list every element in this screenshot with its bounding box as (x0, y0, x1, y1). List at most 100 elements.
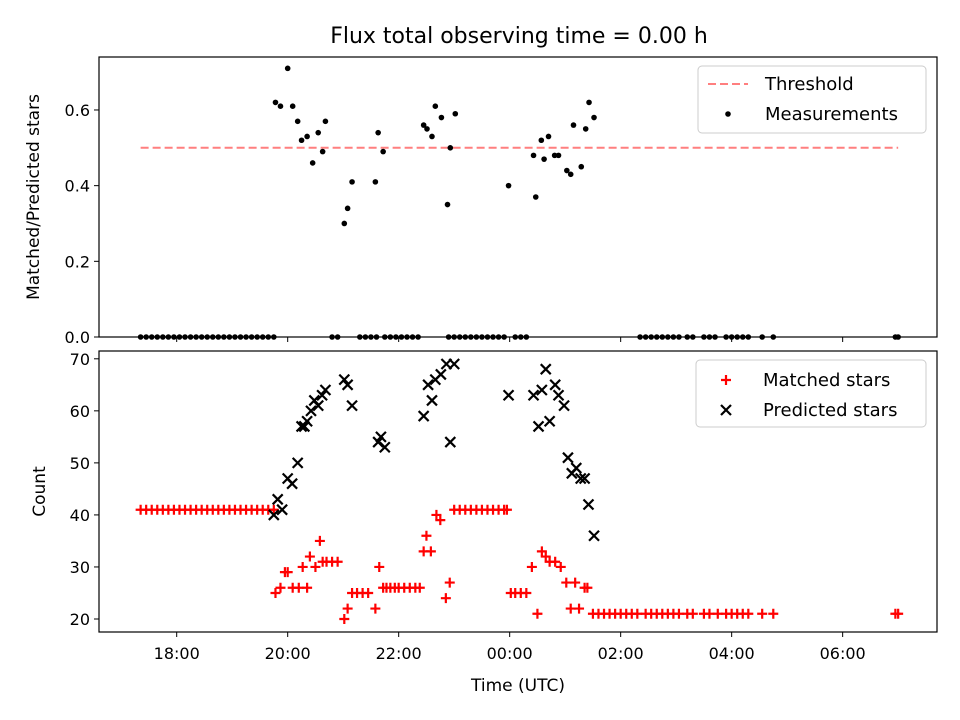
measurement-point (564, 167, 570, 174)
matched-star-point (270, 587, 281, 598)
matched-star-point (342, 603, 353, 614)
predicted-star-point (312, 399, 324, 412)
legend-threshold-label: Threshold (764, 74, 854, 95)
predicted-star-point (346, 399, 358, 412)
predicted-star-point (305, 405, 317, 417)
predicted-star-point (341, 379, 354, 391)
predicted-star-point (539, 363, 552, 375)
predicted-star-point (527, 389, 540, 402)
x-tick-label: 00:00 (487, 644, 533, 663)
matched-star-point (550, 556, 561, 567)
y-tick-label: 0.2 (65, 252, 90, 271)
measurement-point (452, 110, 459, 117)
x-tick-label: 02:00 (598, 644, 644, 663)
y-tick-label: 60 (70, 402, 90, 421)
measurement-point (277, 103, 284, 109)
measurement-point (444, 201, 451, 208)
predicted-star-point (379, 441, 391, 454)
measurement-point (429, 133, 435, 140)
measurement-point (532, 194, 539, 200)
measurement-point (341, 220, 348, 227)
predicted-star-point (574, 472, 587, 485)
predicted-star-point (426, 394, 438, 407)
measurement-point (541, 156, 547, 162)
measurement-point (432, 103, 439, 109)
matched-star-point (314, 535, 325, 546)
matched-star-point (431, 509, 442, 520)
measurement-point (309, 160, 316, 166)
bottom-plot-frame (98, 350, 938, 633)
x-tick-label: 20:00 (265, 644, 311, 663)
predicted-star-point (536, 384, 548, 396)
matched-star-point (268, 504, 279, 515)
measurement-point (304, 133, 310, 140)
matched-star-point (561, 577, 572, 588)
predicted-star-point (316, 389, 328, 402)
legend-matched-label: Matched stars (763, 370, 890, 391)
predicted-star-point (570, 462, 583, 474)
matched-star-point (687, 608, 698, 619)
y-tick-label: 40 (70, 506, 90, 525)
top-plot-frame (98, 56, 938, 338)
predicted-star-point (276, 503, 288, 516)
predicted-star-point (448, 358, 460, 370)
measurement-point (570, 122, 577, 128)
predicted-star-point (582, 498, 595, 511)
matched-star-point (536, 546, 547, 557)
legend: Threshold Measurements (697, 65, 927, 134)
legend-box (695, 359, 927, 428)
x-tick-label: 06:00 (820, 644, 866, 663)
measurement-point (582, 126, 589, 132)
legend-predicted-label: Predicted stars (763, 400, 897, 421)
matched-star-point (339, 613, 350, 624)
y-tick-label: 0.0 (65, 328, 90, 347)
measurement-point (591, 114, 597, 121)
y-tick-label: 50 (70, 454, 90, 473)
matched-star-point (282, 567, 293, 578)
measurement-point (289, 103, 296, 109)
predicted-star-point (558, 399, 570, 412)
predicted-star-point (444, 436, 457, 448)
measurement-point (567, 171, 574, 178)
measurement-point (322, 118, 329, 125)
measurement-point (319, 148, 326, 155)
measurement-point (315, 129, 322, 136)
predicted-star-point (562, 451, 574, 464)
matched-star-point (768, 608, 779, 619)
predicted-star-point (338, 373, 351, 386)
matched-star-point (370, 603, 381, 614)
matched-star-point (414, 582, 425, 593)
legend-measurement-swatch (725, 111, 731, 117)
measurement-point (551, 152, 558, 159)
predicted-star-point (417, 410, 430, 422)
matched-star-point (444, 577, 455, 588)
measurement-point (545, 133, 552, 140)
predicted-star-point (578, 472, 591, 485)
matched-star-point (425, 546, 436, 557)
matched-star-point (757, 608, 768, 619)
predicted-star-point (319, 384, 332, 396)
predicted-star-point (291, 457, 304, 469)
y-tick-label: 0.4 (65, 177, 90, 196)
matched-star-point (275, 582, 286, 593)
measurement-point (578, 163, 585, 170)
predicted-star-point (502, 389, 515, 402)
bottom-subplot: 20 30 40 50 60 70 18:00 20:00 22:00 00:00 02:00 04:… (30, 350, 938, 696)
measurement-point (505, 182, 512, 189)
measurement-point (294, 118, 301, 125)
matched-star-point (297, 561, 308, 572)
matched-star-point (363, 587, 374, 598)
legend: Matched stars Predicted stars (695, 359, 927, 428)
legend-predicted-swatch (720, 404, 732, 416)
predicted-star-point (588, 529, 600, 542)
predicted-star-point (552, 389, 565, 402)
x-axis-label: Time (UTC) (470, 676, 565, 696)
x-tick-label: 04:00 (709, 644, 755, 663)
predicted-star-point (549, 379, 561, 391)
y-tick-label: 30 (70, 558, 90, 577)
measurement-point (530, 152, 537, 159)
measurement-point (272, 99, 279, 106)
measurement-point (344, 205, 351, 212)
legend-matched-swatch (721, 375, 731, 385)
measurement-point (555, 152, 562, 159)
